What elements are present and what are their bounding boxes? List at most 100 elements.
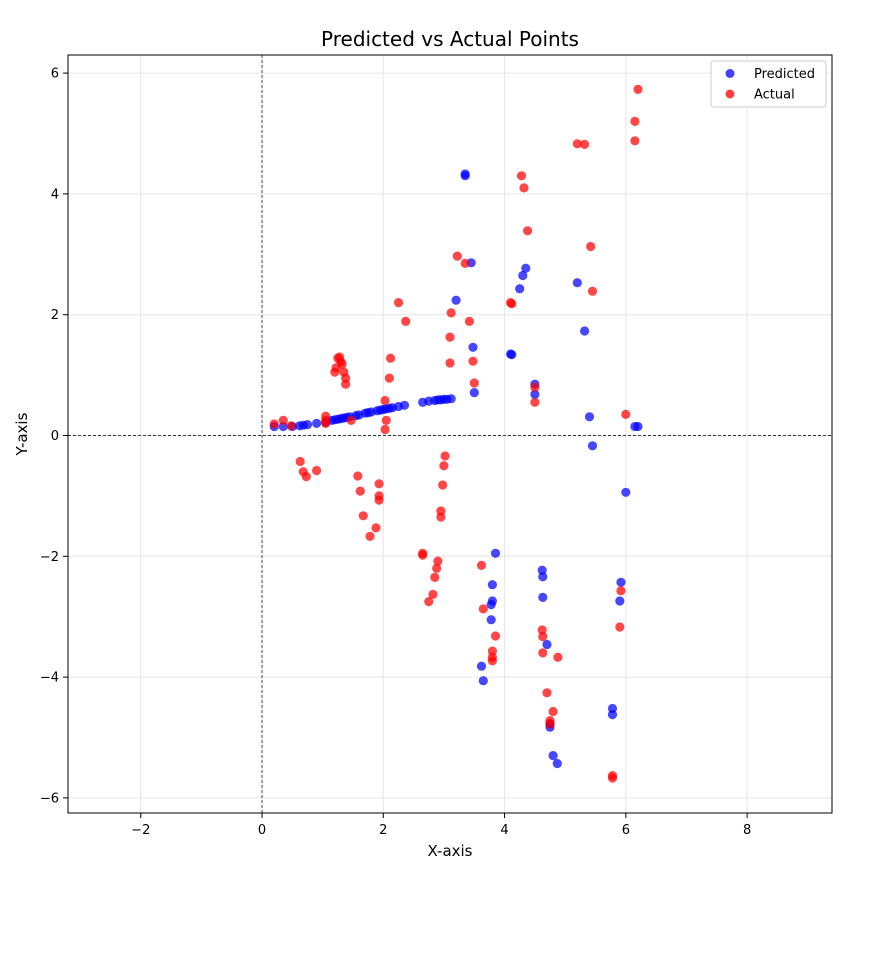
predicted-point: [530, 389, 540, 399]
actual-point: [516, 171, 527, 181]
actual-point: [440, 451, 450, 461]
actual-point: [553, 652, 563, 662]
predicted-point: [542, 639, 552, 650]
actual-point: [430, 572, 440, 583]
predicted-point: [486, 600, 496, 610]
actual-point: [530, 397, 540, 407]
predicted-point: [572, 278, 582, 288]
x-tick-label: 8: [743, 823, 751, 838]
predicted-point: [476, 661, 487, 671]
actual-point: [446, 308, 456, 318]
actual-point: [630, 116, 640, 126]
predicted-point: [518, 270, 528, 281]
actual-point: [374, 479, 384, 489]
actual-point: [301, 472, 311, 482]
axis-ticks: −2 0 2 4 6 8 −6 −4 −2 0 2 4 6: [40, 67, 751, 838]
x-tick-label: 2: [379, 823, 387, 838]
actual-point: [278, 415, 288, 425]
predicted-point: [490, 548, 501, 558]
legend-box: [710, 60, 827, 108]
predicted-point: [521, 263, 531, 273]
predicted-point: [621, 487, 631, 497]
actual-point: [384, 373, 394, 383]
actual-point: [464, 316, 474, 326]
series-predicted: [269, 169, 643, 769]
predicted-point: [615, 596, 625, 606]
x-tick-label: 6: [622, 823, 630, 838]
predicted-point: [584, 412, 595, 422]
actual-point: [530, 382, 540, 392]
y-tick-label: −6: [40, 791, 59, 806]
actual-point: [519, 183, 529, 193]
predicted-point: [616, 577, 626, 587]
predicted-point: [469, 388, 479, 398]
actual-point: [572, 139, 582, 149]
series-actual: [269, 84, 643, 783]
x-tick-label: 4: [500, 823, 508, 838]
actual-point: [616, 586, 626, 596]
data-points: [269, 84, 643, 783]
actual-point: [341, 379, 351, 389]
actual-point: [548, 706, 558, 717]
predicted-point: [587, 441, 598, 451]
predicted-point: [580, 326, 590, 336]
actual-point: [452, 251, 462, 261]
actual-point: [337, 359, 347, 369]
legend: Predicted Actual: [710, 60, 827, 108]
actual-point: [633, 84, 643, 94]
actual-point: [476, 560, 487, 571]
actual-point: [374, 495, 384, 505]
actual-point: [386, 353, 396, 363]
actual-point: [487, 656, 497, 666]
actual-point: [445, 358, 455, 368]
actual-point: [401, 316, 411, 326]
y-tick-label: −4: [40, 671, 59, 686]
predicted-point: [537, 565, 547, 575]
chart-title: Predicted vs Actual Points: [321, 27, 579, 51]
plot-area-frame: [67, 54, 833, 814]
actual-point: [586, 241, 596, 252]
actual-point: [312, 465, 322, 476]
actual-point: [418, 550, 428, 560]
actual-point: [371, 523, 381, 533]
actual-point: [353, 471, 363, 481]
reference-lines: [68, 55, 832, 813]
x-tick-label: 0: [258, 823, 266, 838]
predicted-point: [633, 421, 643, 432]
actual-point: [436, 512, 446, 522]
x-tick-label: −2: [131, 823, 150, 838]
actual-point: [380, 395, 390, 406]
actual-point: [433, 556, 443, 566]
predicted-point: [399, 400, 410, 410]
predicted-point: [507, 350, 517, 360]
actual-point: [445, 332, 455, 342]
predicted-point: [486, 615, 496, 625]
actual-point: [358, 511, 368, 521]
actual-point: [365, 531, 375, 542]
actual-point: [380, 424, 390, 435]
actual-point: [355, 486, 365, 496]
actual-point: [523, 226, 533, 236]
legend-predicted-label: Predicted: [754, 67, 815, 82]
actual-point: [381, 415, 391, 425]
predicted-point: [607, 710, 618, 720]
predicted-point: [302, 420, 313, 430]
predicted-point: [552, 758, 562, 769]
actual-point: [439, 461, 449, 471]
y-tick-label: 6: [51, 67, 59, 82]
predicted-point: [446, 394, 456, 404]
actual-point: [478, 604, 488, 614]
actual-point: [432, 563, 442, 574]
legend-actual-label: Actual: [754, 88, 795, 103]
actual-point: [621, 409, 631, 419]
actual-point: [587, 286, 598, 296]
y-tick-label: 2: [51, 308, 59, 323]
actual-point: [542, 688, 552, 698]
predicted-point: [538, 572, 548, 582]
actual-point: [537, 625, 547, 635]
actual-point: [424, 597, 434, 607]
legend-predicted-marker: [725, 69, 735, 78]
y-tick-label: −2: [40, 550, 59, 565]
